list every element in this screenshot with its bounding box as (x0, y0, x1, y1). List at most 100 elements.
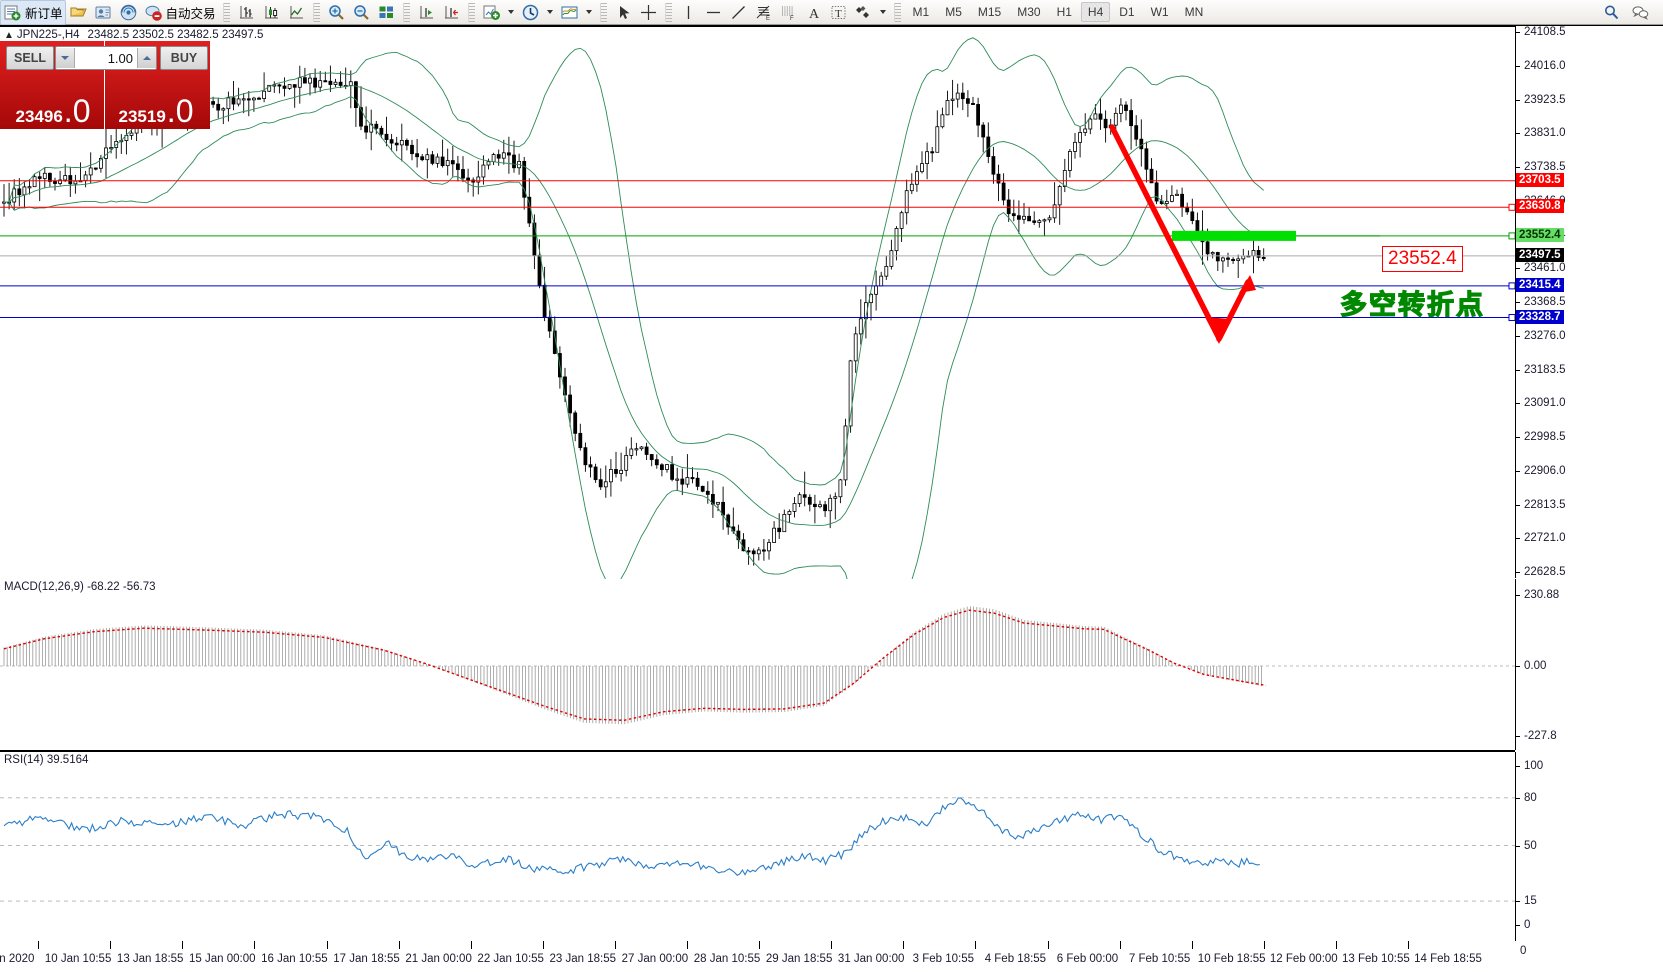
period-button[interactable] (518, 1, 543, 24)
price-tag-level-line[interactable]: 23328.7 (1516, 309, 1564, 324)
collapse-triangle-icon[interactable]: ▲ (4, 29, 14, 41)
volume-increase-button[interactable] (137, 48, 156, 68)
shapes-dropdown-icon[interactable] (879, 10, 886, 14)
folder-button[interactable] (66, 1, 91, 24)
candle-body (1149, 168, 1154, 184)
macd-pane[interactable]: MACD(12,26,9) -68.22 -56.73 (0, 579, 1515, 752)
horizontal-line-button[interactable] (701, 1, 726, 24)
tile-windows-icon (377, 3, 396, 22)
volume-value[interactable]: 1.00 (107, 50, 133, 66)
candle-body (915, 171, 919, 185)
buy-price-fraction: .0 (166, 92, 194, 129)
add-indicator-dropdown-icon[interactable] (507, 10, 514, 14)
shapes-button[interactable] (851, 1, 876, 24)
auto-trading-button[interactable]: 自动交易 (141, 1, 219, 24)
profile-button[interactable] (91, 1, 116, 24)
volume-stepper[interactable]: 1.00 (55, 46, 157, 70)
tile-windows-button[interactable] (374, 1, 399, 24)
rsi-pane[interactable]: RSI(14) 39.5164 (0, 752, 1515, 943)
sell-button[interactable]: SELL (6, 46, 54, 70)
axis-tick-label: 22721.0 (1524, 532, 1566, 545)
macd-label: MACD(12,26,9) -68.22 -56.73 (4, 581, 156, 593)
price-tag-resistance-line[interactable]: 23703.5 (1516, 172, 1564, 187)
text-label-button[interactable]: T (826, 1, 851, 24)
candle-body (853, 333, 858, 362)
timeframe-m30[interactable]: M30 (1017, 5, 1041, 19)
zoom-in-button[interactable] (324, 1, 349, 24)
candle-body (772, 527, 776, 543)
timeframe-m5[interactable]: M5 (945, 5, 962, 19)
equidistant-channel-icon: F (779, 3, 798, 22)
price-tag-level-line[interactable]: 23415.4 (1516, 277, 1564, 292)
candle-body (216, 103, 221, 111)
timeframe-d1[interactable]: D1 (1119, 5, 1135, 19)
crosshair-button[interactable] (636, 1, 661, 24)
new-order-button[interactable]: 新订单 (0, 0, 66, 25)
axis-tick (1515, 504, 1520, 506)
time-tick (110, 941, 112, 949)
templates-dropdown-icon[interactable] (585, 10, 592, 14)
candle-body (318, 80, 323, 88)
time-tick (831, 941, 833, 949)
one-click-trading-panel[interactable]: SELL 1.00 BUY 23496 .0 23519 .0 (0, 41, 210, 129)
timeframe-mn[interactable]: MN (1184, 5, 1204, 19)
vertical-line-button[interactable] (676, 1, 701, 24)
price-annotation-box[interactable]: 23552.4 (1382, 246, 1463, 272)
time-tick-label: 23 Jan 18:55 (549, 953, 617, 965)
support-line-handle[interactable] (1508, 232, 1515, 240)
candle-body (792, 503, 797, 512)
price-tag-resistance-line[interactable]: 23630.8 (1516, 199, 1564, 214)
timeframe-h4[interactable]: H4 (1080, 2, 1111, 22)
chinese-annotation[interactable]: 多空转折点 (1339, 289, 1485, 320)
level-line-1-handle[interactable] (1508, 282, 1515, 290)
candle-body (649, 454, 654, 461)
candle-body (1251, 250, 1256, 257)
macd-axis[interactable]: 230.88 0.00 -227.8 (1515, 579, 1663, 750)
shift-chart-button[interactable] (414, 1, 439, 24)
candle-body (1078, 132, 1082, 143)
network-button[interactable] (116, 1, 141, 24)
downtrend-arrow-shaft[interactable] (1109, 124, 1222, 341)
search-button[interactable] (1599, 1, 1624, 24)
chat-button[interactable] (1628, 1, 1653, 24)
support-zone-bar[interactable] (1172, 230, 1296, 241)
buy-button[interactable]: BUY (160, 46, 208, 70)
candle-body (996, 173, 1001, 184)
equidistant-channel-button[interactable]: F (776, 1, 801, 24)
candlestick-chart-button[interactable] (259, 1, 284, 24)
fibonacci-button[interactable]: E (751, 1, 776, 24)
candle-body (104, 147, 108, 159)
text-button[interactable]: A (801, 1, 826, 24)
price-tag-support-line[interactable]: 23552.4 (1516, 227, 1564, 242)
timeframe-h1[interactable]: H1 (1056, 5, 1072, 19)
volume-decrease-button[interactable] (56, 48, 75, 68)
timeframe-w1[interactable]: W1 (1150, 5, 1169, 19)
zoom-out-button[interactable] (349, 1, 374, 24)
axis-tick-label: 15 (1524, 895, 1537, 908)
price-axis[interactable]: 24108.524016.023923.523831.023738.523646… (1515, 26, 1663, 578)
trendline-button[interactable] (726, 1, 751, 24)
cursor-button[interactable] (611, 1, 636, 24)
candle-body (63, 175, 68, 181)
period-dropdown-icon[interactable] (546, 10, 553, 14)
candle-body (262, 90, 267, 99)
bar-chart-button[interactable] (234, 1, 259, 24)
timeframe-m1[interactable]: M1 (912, 5, 930, 19)
candle-body (639, 446, 644, 450)
add-indicator-button[interactable] (479, 1, 504, 24)
candle-body (420, 156, 425, 161)
timeframe-m15[interactable]: M15 (977, 5, 1002, 19)
autoscroll-button[interactable] (439, 1, 464, 24)
templates-button[interactable] (557, 1, 582, 24)
line-chart-button[interactable] (284, 1, 309, 24)
toolbar-separator (312, 2, 320, 22)
price-pane[interactable]: ▲ JPN225-,H4 23482.5 23502.5 23482.5 234… (0, 26, 1515, 581)
level-line-2-handle[interactable] (1508, 314, 1515, 322)
candle-body (1164, 200, 1169, 204)
price-tag-last-price[interactable]: 23497.5 (1516, 247, 1564, 262)
resistance-line-2-handle[interactable] (1508, 203, 1515, 211)
candle-body (226, 97, 231, 110)
rsi-axis[interactable]: 100 80 50 15 0 (1515, 752, 1663, 941)
bollinger-upper-band (3, 37, 1264, 486)
candle-body (573, 412, 578, 434)
